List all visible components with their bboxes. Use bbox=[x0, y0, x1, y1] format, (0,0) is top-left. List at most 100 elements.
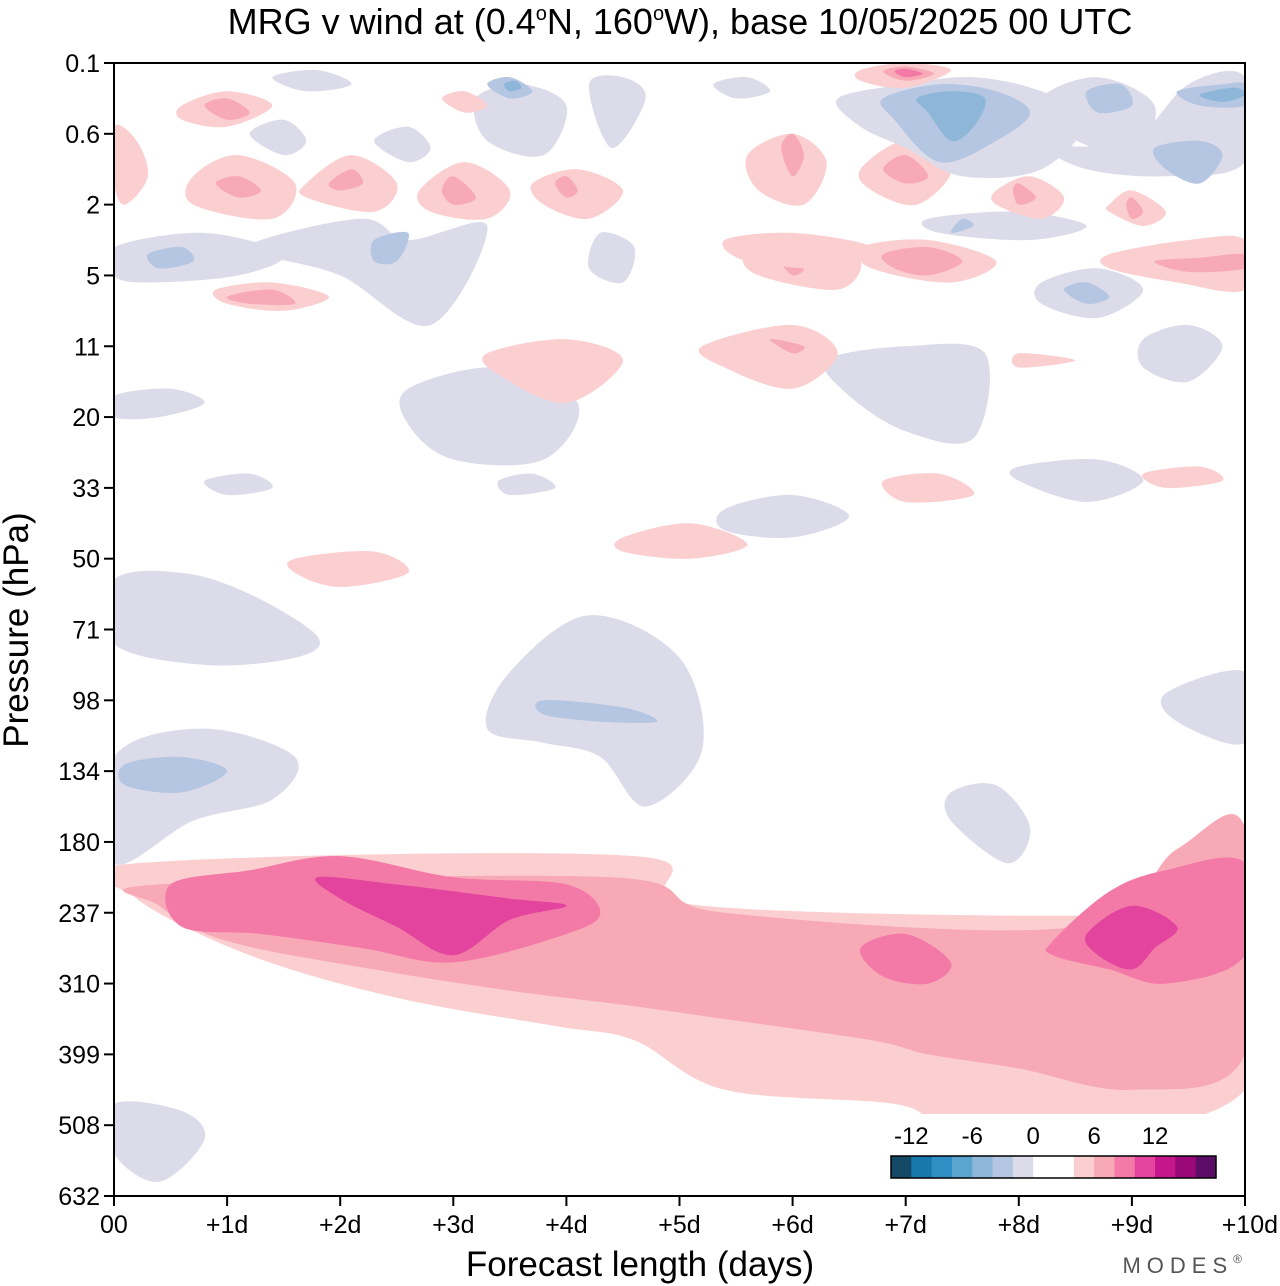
x-tick-label: +9d bbox=[1111, 1211, 1153, 1239]
contour-negative-level-1-42 bbox=[921, 211, 1087, 241]
colorbar-swatch bbox=[911, 1156, 933, 1178]
contour-negative-level-1-31 bbox=[114, 232, 285, 283]
x-axis-label: Forecast length (days) bbox=[466, 1245, 814, 1284]
x-tick-label: +3d bbox=[432, 1211, 474, 1239]
contour-positive-level-1-88 bbox=[442, 91, 488, 113]
x-tick-label: +2d bbox=[319, 1211, 361, 1239]
contour-positive-level-2-28 bbox=[769, 339, 805, 354]
contour-positive-level-1-48 bbox=[114, 124, 149, 205]
contour-negative-level-3-78 bbox=[1199, 87, 1245, 102]
contour-negative-level-1-14 bbox=[1160, 670, 1245, 745]
y-tick-label: 508 bbox=[58, 1112, 100, 1140]
contour-positive-level-1-18 bbox=[881, 473, 975, 503]
colorbar-label: 0 bbox=[1027, 1123, 1040, 1150]
y-axis-ticks: 0.1 0.6 2 5 11 20 33 50 71 98 134 180 237 310 399 508 63… bbox=[58, 50, 114, 1211]
contour-negative-level-1-79 bbox=[272, 69, 352, 92]
contour-positive-level-3-4 bbox=[859, 933, 952, 985]
x-axis-ticks: 00 +1d +2d +3d +4d +5d +6d +7d +8d +9d +10d bbox=[100, 1196, 1278, 1239]
y-tick-label: 71 bbox=[72, 617, 100, 645]
y-tick-label: 2 bbox=[86, 192, 100, 220]
contour-positive-level-2-52 bbox=[328, 169, 364, 191]
contour-positive-level-1-27 bbox=[698, 324, 838, 389]
contour-negative-level-1-13 bbox=[944, 783, 1031, 864]
contour-positive-level-2-64 bbox=[1126, 197, 1144, 219]
contour-negative-level-1-80 bbox=[713, 77, 771, 99]
colorbar-label: -6 bbox=[962, 1123, 983, 1150]
contour-positive-level-2-34 bbox=[226, 289, 296, 306]
x-tick-label: +4d bbox=[545, 1211, 587, 1239]
contour-negative-level-2-11 bbox=[118, 756, 228, 794]
colorbar-swatch bbox=[1033, 1156, 1054, 1178]
y-tick-label: 20 bbox=[72, 404, 100, 432]
contour-negative-level-1-20 bbox=[497, 473, 556, 496]
contour-positive-level-1-29 bbox=[1011, 353, 1076, 368]
contour-negative-level-1-37 bbox=[588, 232, 636, 284]
colorbar-swatch bbox=[951, 1156, 973, 1178]
contour-negative-level-2-76 bbox=[1152, 140, 1223, 184]
colorbar-swatch bbox=[972, 1156, 994, 1178]
y-tick-label: 237 bbox=[58, 900, 100, 928]
contour-positive-level-2-60 bbox=[883, 155, 929, 184]
contour-negative-level-2-74 bbox=[1085, 83, 1133, 114]
colorbar-frame bbox=[890, 1155, 1217, 1179]
contour-negative-level-2-36 bbox=[370, 231, 409, 265]
colorbar-swatch bbox=[1155, 1156, 1176, 1178]
contour-negative-level-1-35 bbox=[249, 218, 488, 326]
contour-negative-level-3-72 bbox=[916, 91, 986, 142]
contour-positive-level-1-57 bbox=[745, 133, 827, 206]
contour-positive-level-2-45 bbox=[1154, 253, 1245, 273]
y-tick-label: 50 bbox=[72, 546, 100, 574]
contour-positive-level-1-22 bbox=[1141, 466, 1224, 489]
y-tick-label: 632 bbox=[58, 1183, 100, 1211]
contour-positive-level-3-87 bbox=[894, 68, 923, 78]
colorbar-label: -12 bbox=[894, 1123, 929, 1150]
y-tick-label: 399 bbox=[58, 1041, 100, 1069]
contour-positive-level-4-6 bbox=[1084, 905, 1178, 970]
y-tick-label: 180 bbox=[58, 829, 100, 857]
colorbar-swatch bbox=[1073, 1156, 1095, 1178]
contour-positive-level-2-58 bbox=[781, 133, 804, 177]
y-tick-label: 0.1 bbox=[65, 50, 100, 78]
colorbar-swatch bbox=[1114, 1156, 1136, 1178]
modes-logo: MODES® bbox=[1122, 1252, 1248, 1278]
x-tick-label: +10d bbox=[1222, 1211, 1278, 1239]
contour-negative-level-2-8 bbox=[535, 700, 658, 723]
contour-negative-level-1-12 bbox=[114, 1101, 206, 1182]
y-tick-label: 33 bbox=[72, 475, 100, 503]
contour-negative-level-1-15 bbox=[716, 494, 850, 539]
colorbar-swatch bbox=[1134, 1156, 1156, 1178]
colorbar-swatch bbox=[931, 1156, 953, 1178]
contour-positive-level-2-56 bbox=[555, 176, 578, 198]
contour-negative-level-1-9 bbox=[114, 570, 320, 666]
contour-negative-level-1-66 bbox=[249, 119, 307, 156]
contour-negative-level-1-30 bbox=[1137, 324, 1223, 383]
colorbar: -12 -6 0 6 12 bbox=[883, 1114, 1226, 1188]
contour-positive-level-1-17 bbox=[614, 523, 748, 559]
contour-positive-level-4-3 bbox=[315, 876, 567, 956]
y-tick-label: 134 bbox=[58, 758, 100, 786]
contour-positive-level-2-41 bbox=[881, 246, 963, 276]
contour-negative-level-1-69 bbox=[588, 75, 646, 149]
y-tick-label: 310 bbox=[58, 971, 100, 999]
contour-positive-level-1-65 bbox=[722, 232, 874, 270]
contour-negative-level-1-68 bbox=[473, 84, 568, 157]
contour-negative-level-2-32 bbox=[146, 246, 195, 269]
x-tick-label: +7d bbox=[884, 1211, 926, 1239]
contour-negative-level-1-19 bbox=[203, 473, 273, 496]
x-tick-label: +5d bbox=[658, 1211, 700, 1239]
colorbar-swatch bbox=[1195, 1156, 1217, 1178]
x-tick-label: +6d bbox=[771, 1211, 813, 1239]
contour-negative-level-1-67 bbox=[374, 126, 431, 163]
contour-positive-level-2-50 bbox=[215, 176, 261, 198]
contour-positive-level-2-62 bbox=[1013, 183, 1036, 205]
colorbar-swatch bbox=[891, 1156, 912, 1178]
y-tick-label: 5 bbox=[86, 262, 100, 290]
colorbar-swatch bbox=[1094, 1156, 1115, 1178]
contour-negative-level-2-47 bbox=[1064, 282, 1110, 304]
x-tick-label: +1d bbox=[206, 1211, 248, 1239]
colorbar-swatch bbox=[1175, 1156, 1197, 1178]
contour-negative-level-2-43 bbox=[950, 218, 974, 234]
colorbar-swatch bbox=[992, 1156, 1014, 1178]
contour-positive-level-1-16 bbox=[287, 551, 410, 587]
contour-negative-level-1-21 bbox=[1009, 458, 1144, 502]
